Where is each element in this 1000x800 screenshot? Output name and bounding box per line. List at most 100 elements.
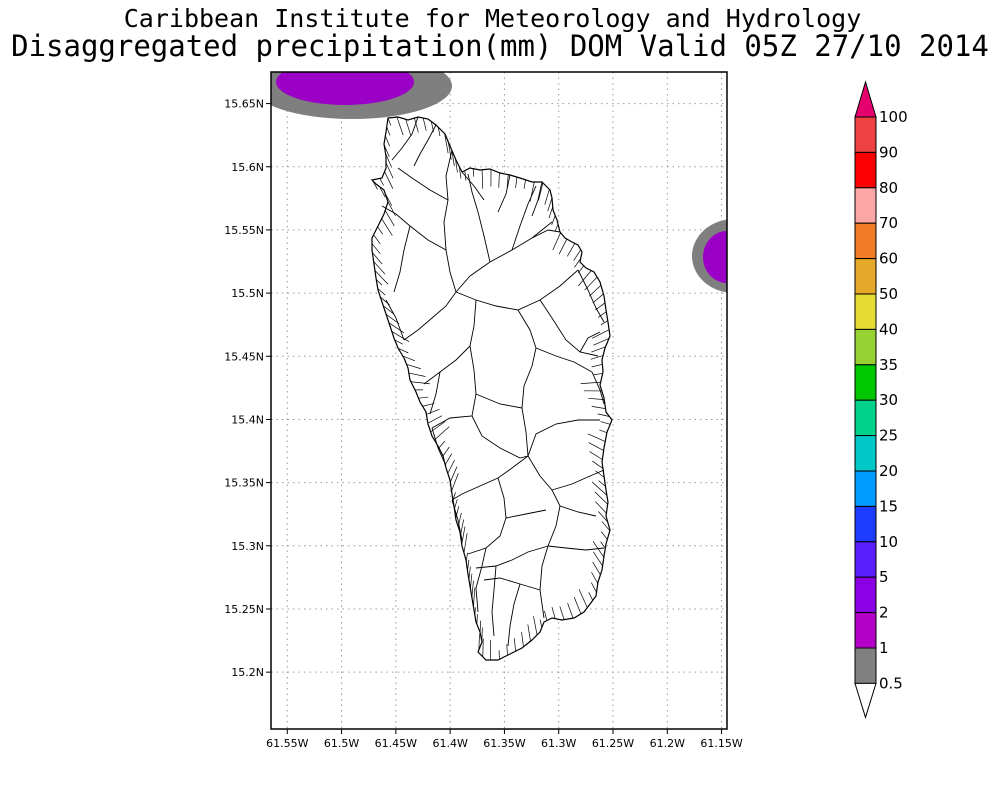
legend-swatch [854,151,877,189]
coastal-stream [426,408,440,415]
coastal-stream [598,480,606,487]
lon-tick-label: 61.35W [483,737,525,750]
coastal-stream [467,559,470,571]
legend-swatch [854,612,877,649]
coastal-stream [506,644,508,656]
coastal-stream [387,201,396,217]
lat-tick-label: 15.55N [224,224,264,237]
color-legend: 100 90 80 70 60 50 40 35 30 25 20 15 10 5 2 1 0.5 [854,80,908,720]
lon-tick-label: 61.4W [432,737,467,750]
coastal-stream [372,180,378,190]
coastal-stream [578,270,592,287]
legend-label: 2 [879,604,889,622]
coastal-stream [451,150,455,167]
coastal-stream [539,619,543,628]
coastal-stream [593,338,610,346]
watershed-boundaries [381,116,605,647]
coastal-stream [372,252,383,265]
coastal-stream [398,348,409,354]
coastal-stream [470,573,473,589]
coastal-stream [554,223,559,232]
legend-swatch [854,116,877,153]
legend-swatch [854,435,877,472]
legend-label: 15 [879,497,898,515]
coastal-stream [394,339,403,345]
coastal-stream [551,215,556,225]
coastal-stream [430,121,434,133]
coastal-stream [385,135,390,147]
legend-swatch [854,576,877,614]
lon-tick-label: 61.3W [541,737,576,750]
coastal-stream [371,243,381,254]
coastal-stream [593,373,603,376]
lat-tick-label: 15.45N [224,350,264,363]
plot-frame [270,71,728,730]
coastal-stream [597,311,607,318]
coastal-stream [373,261,386,275]
coastal-stream [591,582,597,593]
coastal-stream [376,279,383,286]
coastal-stream [523,179,526,189]
lon-tick-label: 61.15W [700,737,742,750]
legend-label: 70 [879,214,898,232]
legend-label: 80 [879,179,898,197]
coastal-stream [552,232,561,251]
coastal-stream [430,421,446,433]
coastal-stream [598,511,608,523]
coastal-stream [438,440,446,449]
longitude-axis: 61.55W 61.5W 61.45W 61.4W 61.35W 61.3W 61.25W 6… [266,729,743,750]
coastal-stream [584,276,598,291]
coastal-stream [408,372,426,377]
coastal-stream [410,381,430,385]
legend-swatch [854,364,877,401]
coastal-stream [481,169,484,189]
coastal-stream [460,519,464,536]
coastal-stream [593,551,603,567]
coastal-stream [538,182,544,201]
lat-tick-label: 15.25N [224,603,264,616]
coastal-stream [580,381,601,384]
coastal-stream [391,331,410,342]
coastal-stream [578,589,588,608]
lat-tick-label: 15.35N [224,477,264,490]
coastal-stream [588,592,594,601]
coastal-stream [574,258,582,268]
coastal-stream [595,501,607,514]
coastal-stream [464,170,467,181]
coastal-stream [383,144,390,157]
coastal-stream [474,607,476,616]
coastal-stream [471,580,474,598]
coastal-stream [437,127,441,137]
coastal-stream [455,506,460,518]
coastal-stream [457,512,462,527]
legend-swatch [854,470,877,507]
coastal-stream [454,499,458,510]
latitude-axis: 15.65N 15.6N 15.55N 15.5N 15.45N 15.4N 15.35N 1… [224,98,271,679]
legend-label: 1 [879,639,889,657]
coastal-stream [588,397,605,400]
coastal-stream [383,305,395,315]
coastal-stream [548,206,554,219]
coastal-stream [473,587,476,607]
coastal-stream [442,446,450,457]
coastal-stream [591,329,610,339]
legend-label: 90 [879,143,898,161]
coastal-stream [463,533,468,554]
coastal-stream [592,293,604,304]
coastal-stream [478,633,480,650]
coastal-stream [418,396,429,399]
coastal-stream [513,638,516,652]
coastal-stream [591,481,608,496]
coastal-stream [587,433,606,442]
legend-swatch [854,328,877,366]
coastal-stream [600,541,606,549]
coastal-stream [385,162,394,179]
legend-label: 60 [879,250,898,268]
coastal-stream [573,597,582,614]
coastal-stream [529,181,535,202]
legend-label: 25 [879,427,898,445]
legend-swatch [854,187,877,224]
coastal-stream [594,491,608,505]
coastal-stream [559,606,565,620]
